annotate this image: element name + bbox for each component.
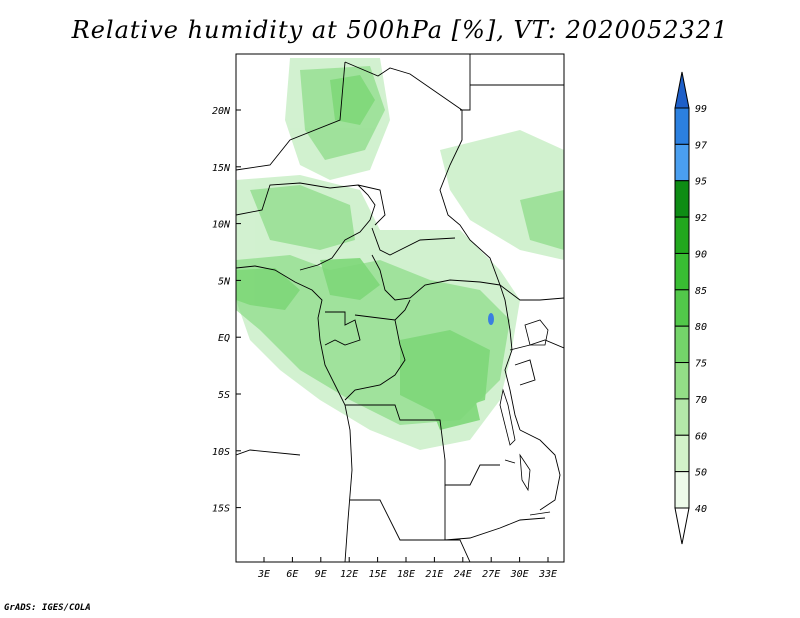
colorbar-top-arrow <box>674 71 690 109</box>
lon-tick-label: 15E <box>369 569 387 580</box>
colorbar-label: 92 <box>695 213 707 224</box>
colorbar-segment <box>674 216 690 254</box>
lon-tick-label: 21E <box>425 569 443 580</box>
colorbar-label: 80 <box>695 322 707 333</box>
lat-tick-label: 15S <box>212 504 230 515</box>
lon-tick-label: 18E <box>397 569 415 580</box>
colorbar-label: 90 <box>695 249 707 260</box>
colorbar-label: 60 <box>695 431 707 442</box>
colorbar-segment <box>674 143 690 182</box>
humidity-field <box>236 58 564 450</box>
colorbar-label: 85 <box>695 286 707 297</box>
colorbar-segment <box>674 434 690 473</box>
humidity-peak <box>488 313 494 325</box>
colorbar-label: 50 <box>695 468 707 479</box>
country-borders <box>236 54 564 562</box>
colorbar-segment <box>674 180 690 218</box>
lon-tick-label: 12E <box>340 569 358 580</box>
colorbar-segment <box>674 252 690 291</box>
lon-tick-label: 27E <box>482 569 500 580</box>
colorbar-segment <box>674 107 690 145</box>
colorbar-segment <box>674 325 690 364</box>
colorbar-segment <box>674 289 690 327</box>
colorbar-segment <box>674 398 690 436</box>
lat-tick-label: EQ <box>218 333 230 344</box>
lon-tick-label: 33E <box>538 569 557 580</box>
lon-tick-label: 9E <box>315 569 327 580</box>
lat-tick-label: 10S <box>212 447 230 458</box>
latitude-axis: 20N 15N 10N 5N EQ 5S 10S 15S <box>212 106 241 515</box>
lon-tick-label: 30E <box>510 569 529 580</box>
lakes <box>499 319 551 516</box>
lat-tick-label: 5N <box>218 276 231 287</box>
lat-tick-label: 10N <box>212 220 231 231</box>
lon-tick-label: 24E <box>454 569 472 580</box>
colorbar-label: 95 <box>695 177 707 188</box>
colorbar-bottom-arrow <box>674 507 690 545</box>
colorbar: 99 97 95 92 90 85 80 75 70 60 50 40 <box>674 71 707 545</box>
colorbar-segment <box>674 362 690 400</box>
map-frame <box>235 53 565 563</box>
longitude-axis: 3E 6E 9E 12E 15E 18E 21E 24E 27E 30E 33E <box>257 557 557 580</box>
colorbar-segment <box>674 471 690 509</box>
credit-label: GrADS: IGES/COLA <box>4 603 91 613</box>
lon-tick-label: 3E <box>257 569 270 580</box>
colorbar-label: 75 <box>695 359 707 370</box>
lon-tick-label: 6E <box>286 569 298 580</box>
colorbar-label: 40 <box>695 504 707 515</box>
colorbar-label: 97 <box>695 140 707 151</box>
lat-tick-label: 5S <box>218 390 230 401</box>
colorbar-label: 99 <box>695 104 707 115</box>
lat-tick-label: 15N <box>212 163 231 174</box>
chart-title: Relative humidity at 500hPa [%], VT: 202… <box>71 16 729 44</box>
lat-tick-label: 20N <box>212 106 231 117</box>
colorbar-label: 70 <box>695 395 707 406</box>
